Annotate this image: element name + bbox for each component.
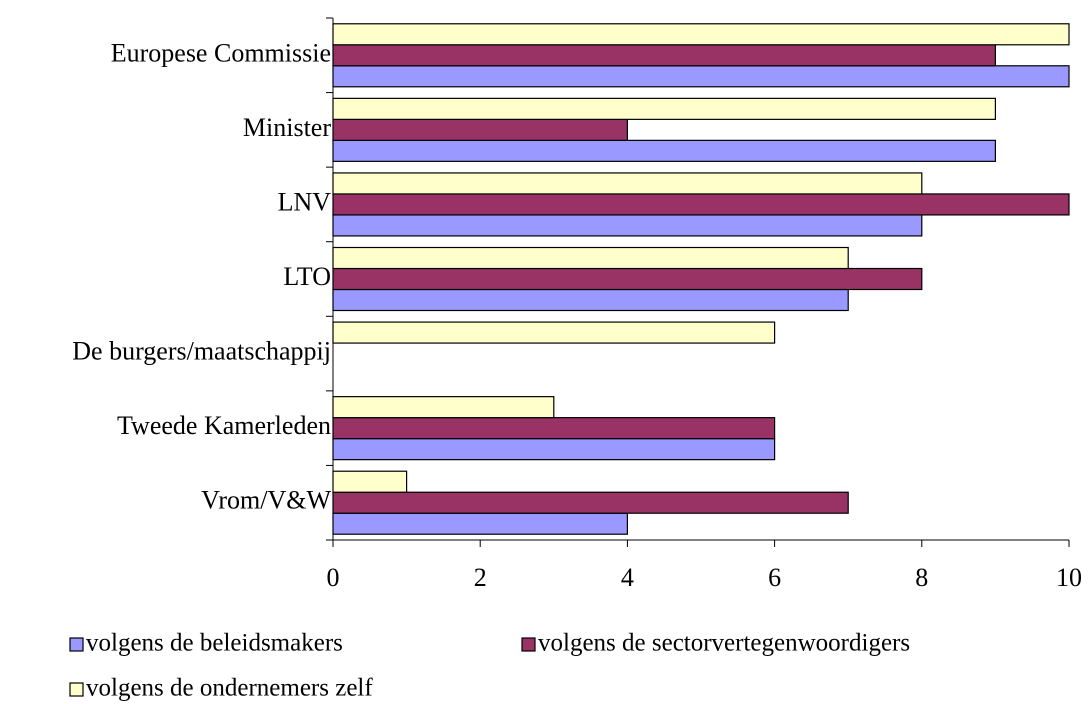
y-tick-label: Europese Commissie (111, 38, 331, 67)
bar (332, 491, 849, 514)
x-tick-label: 8 (915, 563, 928, 592)
bar (332, 321, 776, 344)
y-tick-label: De burgers/maatschappij (72, 337, 331, 366)
bar (332, 396, 555, 419)
bar (332, 139, 997, 162)
x-tick-label: 4 (621, 563, 634, 592)
bar (332, 65, 1070, 88)
legend-label: volgens de sectorvertegenwoordigers (538, 630, 910, 657)
x-tick-label: 10 (1056, 563, 1082, 592)
y-tick-label: LNV (278, 187, 332, 216)
bar (332, 23, 1070, 46)
bar (332, 417, 776, 440)
bar (332, 246, 849, 270)
y-tick-label: Vrom/V&W (201, 486, 331, 515)
x-tick-label: 0 (327, 563, 340, 592)
y-tick-label: Minister (243, 113, 331, 142)
bar (332, 118, 628, 141)
bar (332, 193, 1070, 216)
y-tick-label: LTO (283, 262, 331, 291)
bar (332, 214, 923, 237)
bar (332, 97, 997, 120)
x-tick-label: 6 (768, 563, 781, 592)
y-tick-label: Tweede Kamerleden (117, 411, 331, 440)
bar (332, 44, 997, 67)
legend-label: volgens de beleidsmakers (86, 630, 343, 657)
legend-swatch (69, 682, 84, 697)
bar (332, 288, 849, 312)
legend-swatch (521, 637, 536, 652)
bar (332, 512, 628, 535)
legend-swatch (69, 637, 84, 652)
bar (332, 172, 923, 195)
bar (332, 470, 408, 493)
bar (332, 438, 776, 461)
legend-label: volgens de ondernemers zelf (86, 675, 373, 702)
x-tick-label: 2 (474, 563, 487, 592)
bar (332, 267, 923, 291)
